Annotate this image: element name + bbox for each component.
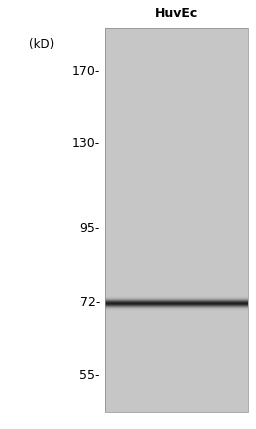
Text: 170-: 170- [72,65,100,78]
Text: (kD): (kD) [29,38,55,51]
Text: 95-: 95- [80,222,100,235]
Text: 130-: 130- [72,137,100,151]
Text: 72-: 72- [80,296,100,309]
Text: 55-: 55- [80,369,100,382]
Bar [105,28,248,412]
Text: HuvEc: HuvEc [155,7,198,20]
